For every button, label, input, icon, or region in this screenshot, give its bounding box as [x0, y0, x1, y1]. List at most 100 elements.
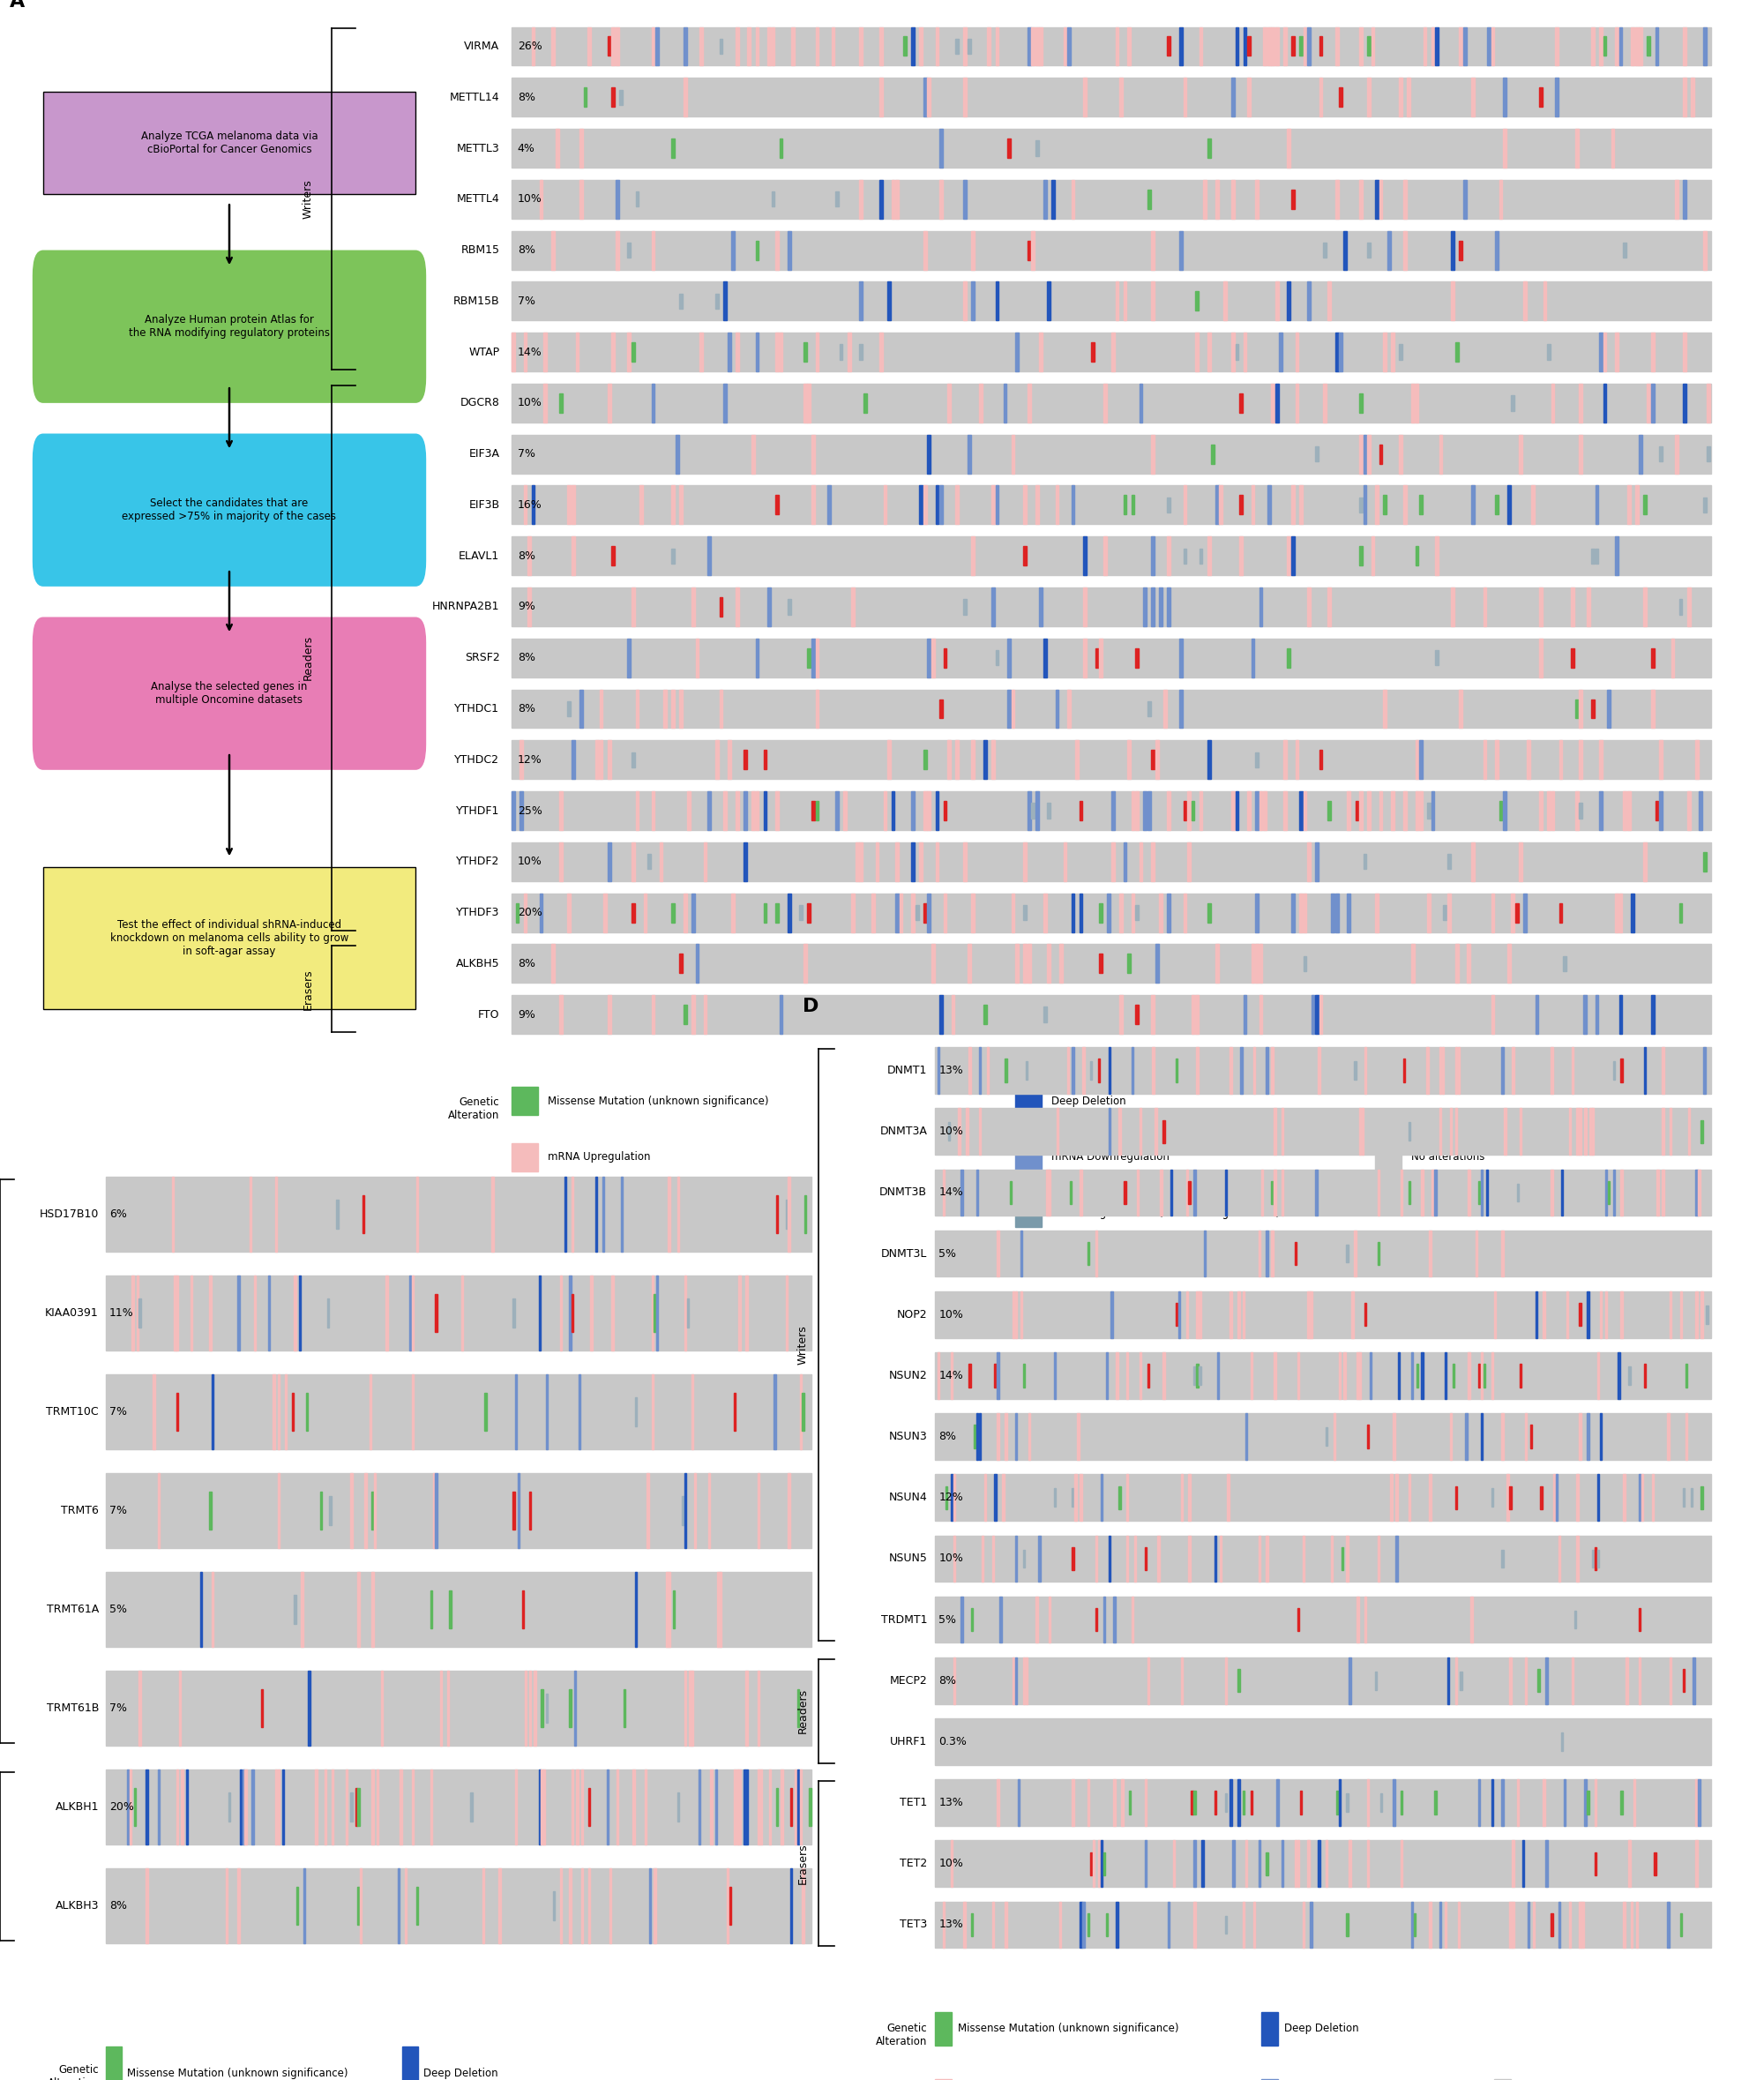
Bar	[1095, 649, 1099, 668]
Bar	[1355, 1061, 1357, 1080]
Bar	[810, 1789, 811, 1826]
Bar	[797, 1689, 799, 1726]
Bar	[1058, 1901, 1062, 1947]
Bar	[803, 383, 806, 422]
Bar	[1522, 281, 1526, 320]
Bar	[1129, 1791, 1131, 1814]
Text: TRMT6: TRMT6	[62, 1504, 99, 1516]
Text: NSUN3: NSUN3	[889, 1431, 928, 1441]
Bar	[1152, 587, 1155, 626]
Bar	[843, 790, 847, 830]
Bar	[1212, 445, 1215, 464]
Bar	[863, 393, 866, 412]
Bar	[991, 485, 995, 524]
Bar	[1558, 1901, 1561, 1947]
Bar	[919, 842, 923, 882]
Bar	[961, 1169, 963, 1215]
Bar	[1035, 141, 1039, 156]
Bar	[961, 1597, 963, 1643]
Bar	[1408, 1475, 1411, 1520]
Bar	[1644, 1048, 1646, 1094]
Bar	[690, 1670, 691, 1745]
Bar	[580, 179, 582, 218]
Bar	[372, 1572, 374, 1647]
Bar	[374, 1473, 376, 1548]
Bar	[1147, 189, 1150, 208]
Bar	[1189, 1181, 1191, 1204]
Bar	[512, 740, 1711, 780]
Bar	[1402, 1059, 1406, 1082]
Bar	[512, 129, 1711, 168]
Bar	[672, 139, 676, 158]
Bar	[935, 27, 938, 67]
Bar	[979, 1048, 981, 1094]
Bar	[212, 1572, 213, 1647]
Bar	[815, 27, 818, 67]
Text: FTO: FTO	[478, 1009, 499, 1021]
Text: YTHDC1: YTHDC1	[455, 703, 499, 716]
Bar	[1702, 231, 1706, 270]
Bar	[1300, 485, 1302, 524]
Bar	[1275, 383, 1279, 422]
Bar	[640, 485, 642, 524]
Bar	[1360, 393, 1362, 412]
Bar	[1161, 1169, 1162, 1215]
Bar	[1651, 333, 1655, 372]
Bar	[1282, 27, 1286, 67]
Text: Writers: Writers	[302, 179, 314, 218]
Bar	[1679, 599, 1683, 614]
Bar	[1244, 27, 1247, 67]
Bar	[1323, 383, 1327, 422]
Bar	[1595, 549, 1598, 564]
Bar	[774, 1375, 776, 1450]
Bar	[656, 1275, 658, 1350]
Bar	[1579, 383, 1582, 422]
Bar	[1102, 1597, 1106, 1643]
Text: 13%: 13%	[938, 1920, 963, 1930]
Bar	[612, 1275, 614, 1350]
Bar	[859, 179, 863, 218]
Bar	[669, 1572, 670, 1647]
Bar	[991, 1535, 993, 1581]
Bar	[1561, 1733, 1563, 1751]
Bar	[1311, 994, 1314, 1034]
Bar	[1143, 587, 1147, 626]
Bar	[1088, 1242, 1090, 1265]
Bar	[1099, 639, 1102, 678]
Bar	[1196, 994, 1198, 1034]
Bar	[928, 892, 931, 932]
Bar	[691, 994, 695, 1034]
FancyBboxPatch shape	[32, 618, 427, 770]
Bar	[1131, 1597, 1134, 1643]
Bar	[1644, 1364, 1646, 1387]
Bar	[1118, 1485, 1120, 1510]
Bar	[672, 903, 676, 921]
Bar	[1660, 740, 1662, 780]
Bar	[1695, 1169, 1697, 1215]
Bar	[542, 1689, 543, 1726]
Bar	[1200, 27, 1203, 67]
Bar	[1152, 231, 1155, 270]
Bar	[1224, 1793, 1226, 1812]
Bar	[129, 1770, 131, 1845]
Bar	[106, 1770, 811, 1845]
Bar	[1371, 27, 1374, 67]
Bar	[430, 1770, 432, 1845]
Bar	[628, 243, 632, 258]
Bar	[1073, 1489, 1074, 1506]
Bar	[460, 1275, 462, 1350]
Bar	[912, 790, 916, 830]
Bar	[1683, 383, 1686, 422]
Bar	[1168, 497, 1171, 512]
Bar	[1219, 1535, 1222, 1581]
Bar	[284, 1375, 286, 1450]
Bar	[1588, 1292, 1589, 1337]
Bar	[679, 485, 683, 524]
Bar	[1616, 27, 1618, 67]
Bar	[919, 27, 923, 67]
Bar	[751, 435, 755, 474]
Bar	[718, 1572, 720, 1647]
Bar	[679, 688, 683, 728]
Bar	[1379, 179, 1383, 218]
Bar	[1505, 1109, 1506, 1154]
